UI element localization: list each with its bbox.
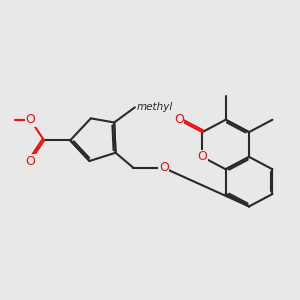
Text: methyl: methyl [136, 102, 172, 112]
Text: O: O [174, 113, 184, 126]
Text: O: O [159, 161, 169, 174]
Text: O: O [197, 150, 207, 164]
Text: O: O [26, 154, 35, 167]
Text: O: O [26, 113, 35, 126]
